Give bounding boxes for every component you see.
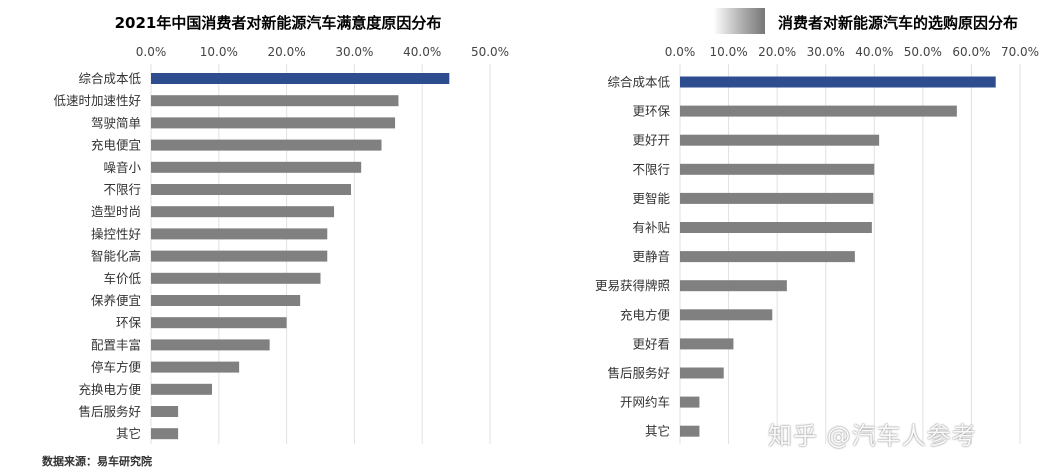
category-label: 更环保 — [632, 104, 670, 119]
x-tick-label: 0.0% — [665, 45, 696, 59]
x-tick-label: 10.0% — [710, 45, 748, 59]
x-tick-label: 50.0% — [471, 45, 509, 59]
bar — [680, 396, 700, 408]
bar — [151, 428, 179, 440]
bar — [151, 206, 335, 218]
category-label: 造型时尚 — [91, 204, 141, 219]
bar — [151, 339, 270, 351]
category-label: 驾驶简单 — [91, 115, 141, 130]
bar — [680, 134, 880, 146]
bar — [151, 161, 362, 173]
bar — [151, 95, 399, 107]
bar — [680, 309, 773, 321]
x-tick-label: 30.0% — [335, 45, 373, 59]
category-label: 其它 — [116, 426, 141, 441]
category-label: 噪音小 — [103, 160, 141, 175]
category-label: 更智能 — [632, 191, 670, 206]
bar — [151, 250, 328, 262]
category-label: 环保 — [116, 315, 142, 330]
bar — [680, 251, 855, 263]
category-label: 售后服务好 — [607, 366, 670, 381]
category-label: 更好看 — [632, 336, 670, 351]
bar — [151, 139, 382, 151]
x-tick-label: 70.0% — [1001, 45, 1039, 59]
x-tick-label: 20.0% — [268, 45, 306, 59]
x-tick-label: 40.0% — [855, 45, 893, 59]
category-label: 停车方便 — [91, 360, 142, 375]
category-label: 有补贴 — [632, 220, 670, 235]
category-label: 综合成本低 — [607, 75, 670, 90]
bar — [680, 222, 872, 233]
category-label: 更静音 — [632, 249, 670, 264]
bar — [151, 73, 450, 84]
category-label: 低速时加速性好 — [53, 93, 141, 108]
title-fade-overlay — [650, 8, 765, 34]
category-label: 充电方便 — [620, 307, 671, 322]
x-tick-label: 20.0% — [758, 45, 796, 59]
chart-purchase-reasons: 消费者对新能源汽车的选购原因分布 0.0% 10.0% 20.0% 30.0% 40.0… — [595, 14, 1039, 444]
category-label: 操控性好 — [91, 226, 141, 241]
bar — [151, 406, 179, 417]
category-label: 配置丰富 — [91, 337, 141, 352]
x-tick-label: 0.0% — [136, 45, 167, 59]
source-note: 数据来源：易车研究院 — [42, 455, 152, 468]
category-label: 不限行 — [632, 162, 670, 177]
x-tick-label: 10.0% — [200, 45, 238, 59]
category-label: 综合成本低 — [78, 71, 141, 86]
bar — [680, 192, 874, 204]
bar — [680, 367, 724, 379]
chart-title: 2021年中国消费者对新能源汽车满意度原因分布 — [115, 14, 442, 32]
category-label: 开网约车 — [620, 395, 670, 410]
category-label: 车价低 — [103, 271, 141, 286]
category-label: 不限行 — [103, 182, 141, 197]
bar — [680, 280, 787, 292]
x-tick-label: 30.0% — [807, 45, 845, 59]
category-label: 充电便宜 — [91, 138, 141, 153]
category-label: 更好开 — [632, 133, 670, 148]
bar — [151, 184, 352, 195]
watermark: 知乎 @汽车人参考 — [768, 422, 977, 450]
bar — [680, 163, 875, 175]
category-label: 其它 — [645, 424, 670, 439]
x-tick-label: 40.0% — [403, 45, 441, 59]
category-label: 保养便宜 — [91, 293, 141, 308]
category-label: 充换电方便 — [78, 382, 141, 397]
bar — [680, 76, 996, 88]
bar — [151, 317, 287, 329]
x-tick-label: 50.0% — [904, 45, 942, 59]
category-label: 智能化高 — [91, 249, 141, 264]
category-label: 更易获得牌照 — [595, 278, 670, 293]
chart-satisfaction: 2021年中国消费者对新能源汽车满意度原因分布 0.0% 10.0% 20.0% 30… — [53, 14, 509, 444]
bar — [680, 338, 734, 350]
bar — [680, 105, 957, 117]
bar — [680, 425, 700, 437]
bar — [151, 228, 328, 240]
bar — [151, 383, 213, 395]
bar — [151, 361, 240, 373]
bar — [151, 117, 396, 129]
x-tick-label: 60.0% — [952, 45, 990, 59]
chart-title: 消费者对新能源汽车的选购原因分布 — [778, 14, 1018, 32]
bar — [151, 272, 321, 284]
bar — [151, 295, 301, 306]
category-label: 售后服务好 — [78, 404, 141, 419]
